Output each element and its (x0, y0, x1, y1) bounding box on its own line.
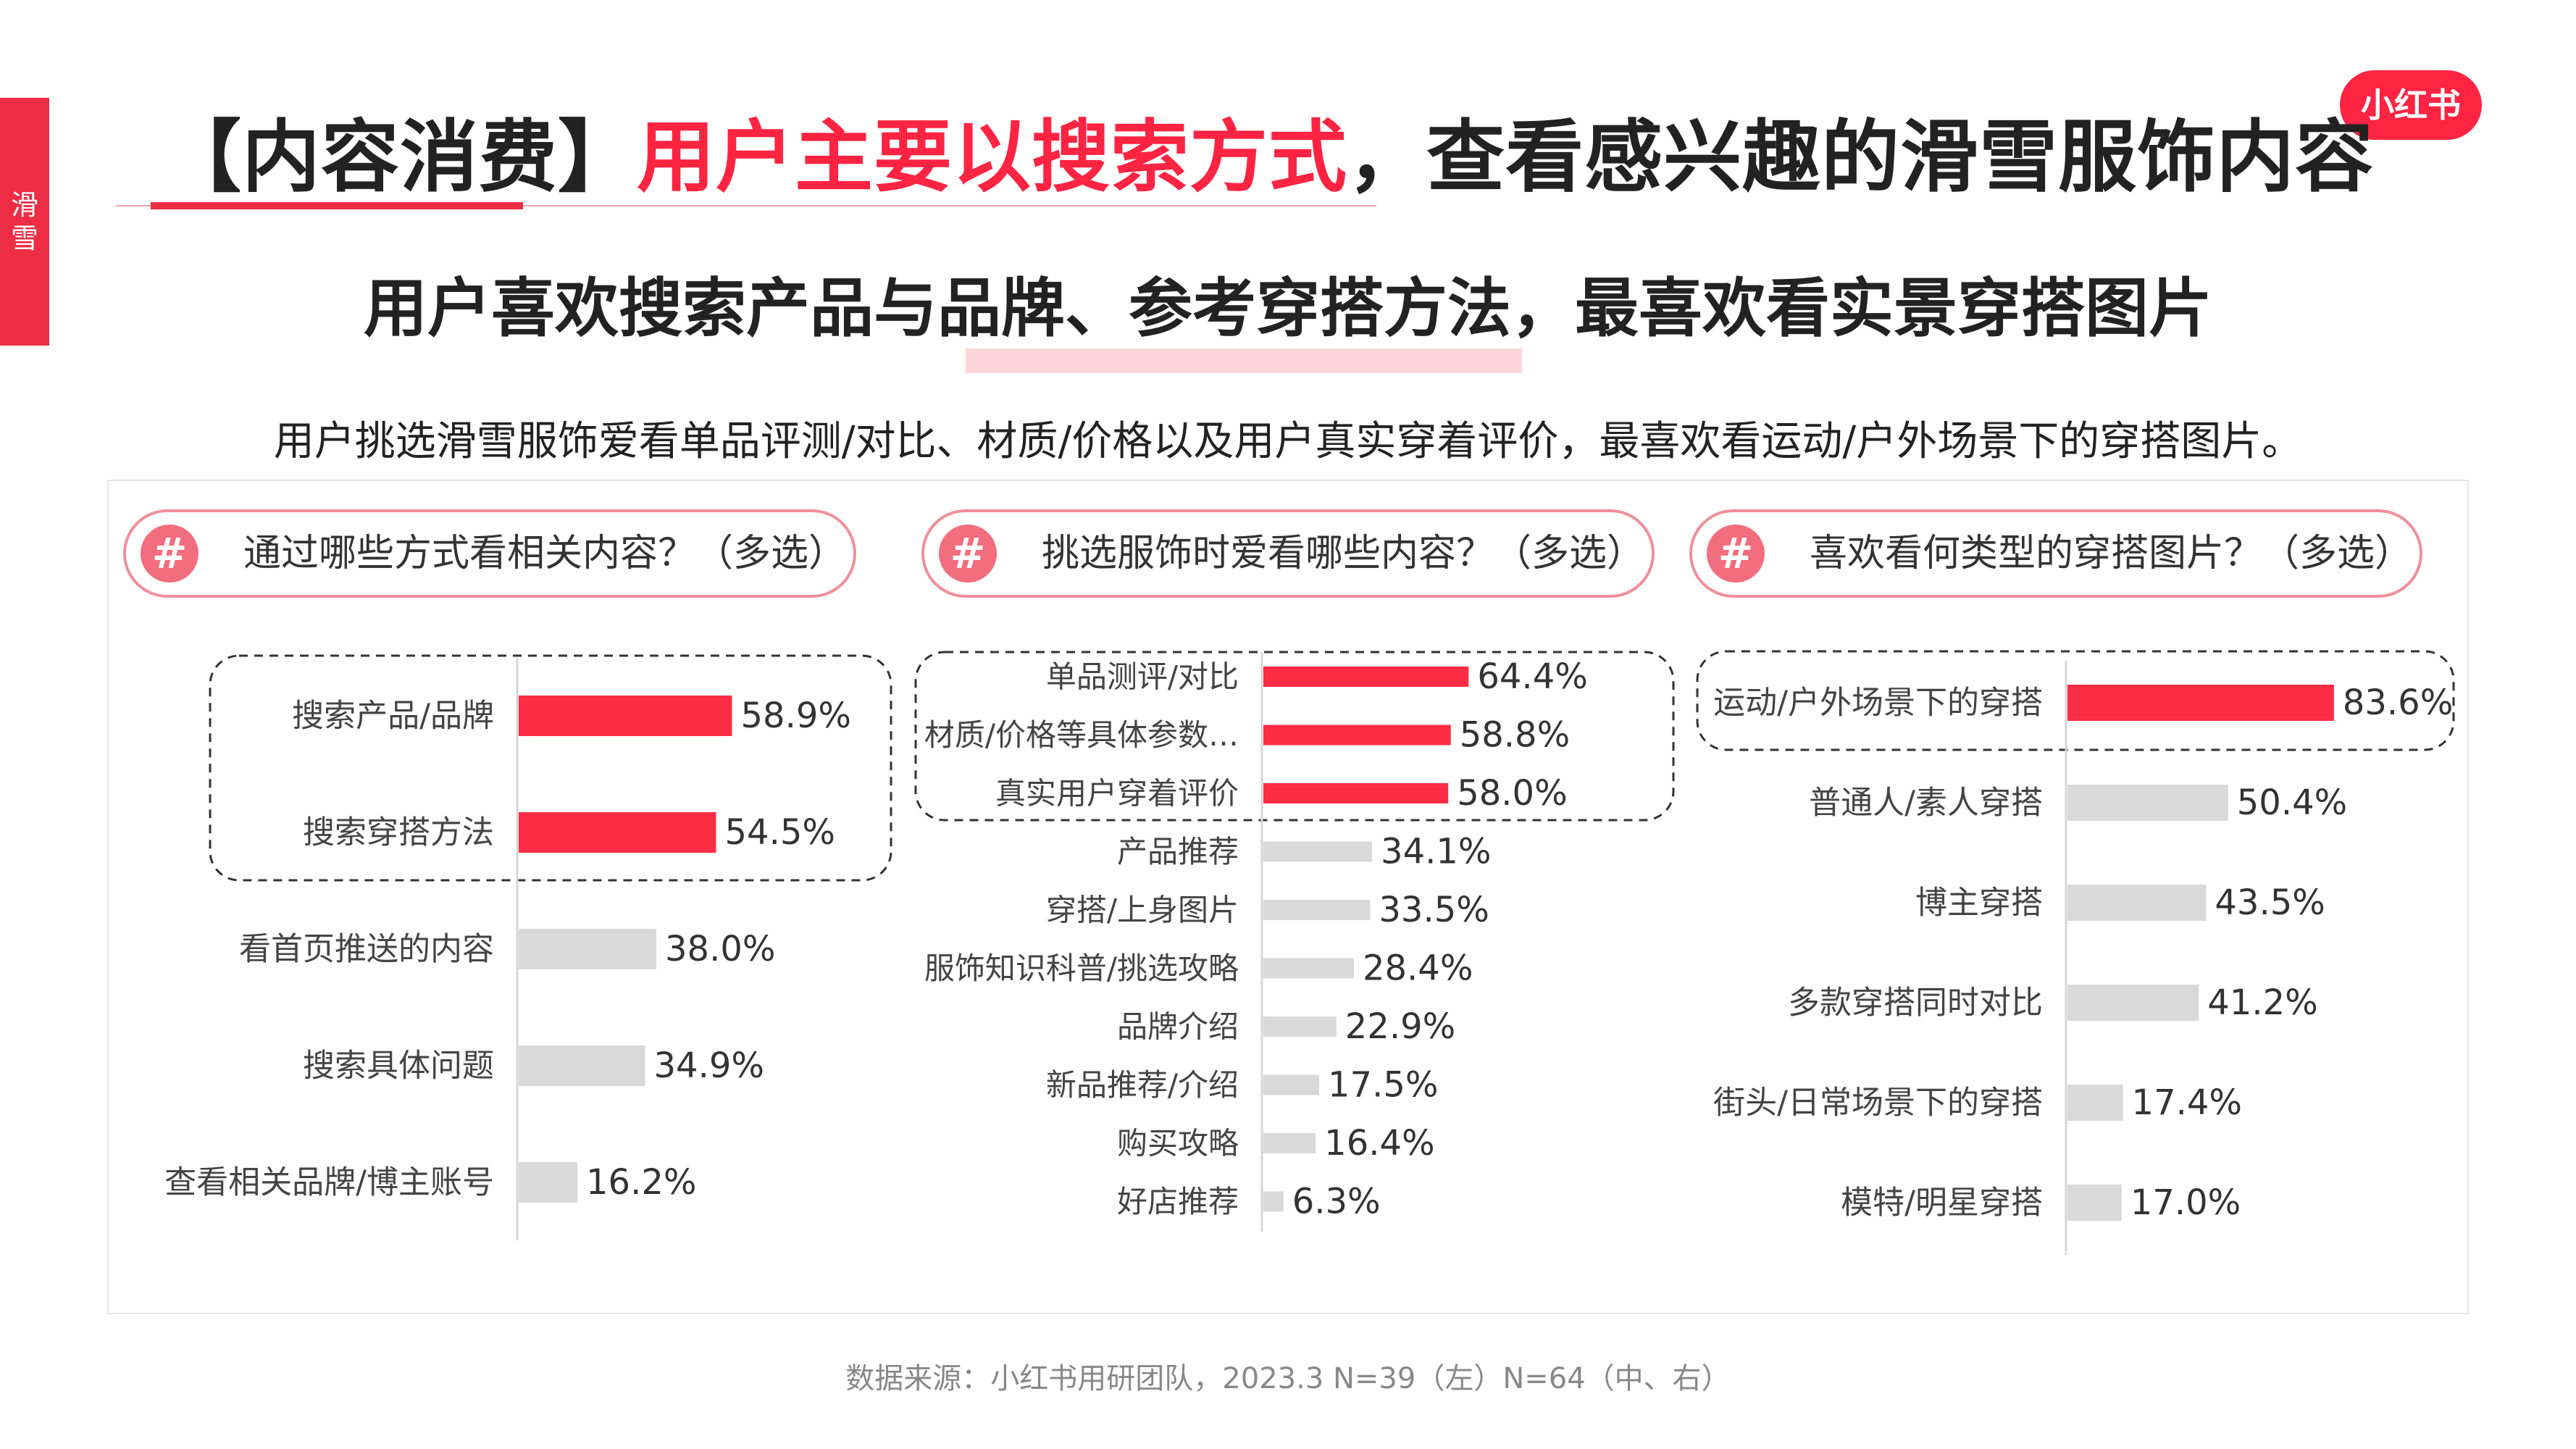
bar (1263, 958, 1354, 979)
bar (2067, 785, 2228, 821)
value-label: 33.5% (1379, 890, 1489, 930)
category-label: 新品推荐/介绍 (1046, 1067, 1239, 1103)
chart-right: 运动/户外场景下的穿搭 83.6% 普通人/素人穿搭 50.4% 博主穿搭 43.5% 多款… (1696, 650, 2455, 1255)
category-label: 好店推荐 (1117, 1184, 1239, 1219)
category-label: 街头/日常场景下的穿搭 (1713, 1085, 2043, 1122)
category-label: 品牌介绍 (1117, 1009, 1239, 1045)
category-label: 多款穿搭同时对比 (1788, 985, 2043, 1022)
category-label: 产品推荐 (1117, 834, 1239, 869)
chart-left: 搜索产品/品牌 58.9% 搜索穿搭方法 54.5% 看首页推送的内容 38.0% 搜索具体… (164, 654, 892, 1240)
value-label: 34.1% (1381, 832, 1491, 872)
chart-left-question: # 通过哪些方式看相关内容？（多选） (123, 509, 856, 598)
value-label: 58.9% (741, 696, 851, 736)
category-label: 查看相关品牌/博主账号 (164, 1164, 494, 1201)
hashtag-icon: # (1707, 525, 1765, 582)
bar (1263, 783, 1449, 803)
page-description: 用户挑选滑雪服饰爱看单品评测/对比、材质/价格以及用户真实穿着评价，最喜欢看运动… (273, 418, 2303, 465)
hashtag-icon: # (141, 525, 198, 582)
bar (2067, 1185, 2122, 1221)
highlight-box (209, 654, 892, 882)
title-divider-accent (151, 202, 523, 209)
value-label: 6.3% (1292, 1182, 1381, 1222)
value-label: 50.4% (2237, 782, 2347, 823)
category-label: 搜索具体问题 (303, 1048, 494, 1085)
chart-right-question: # 喜欢看何类型的穿搭图片？（多选） (1689, 509, 2422, 598)
category-label: 材质/价格等具体参数… (924, 717, 1239, 753)
bar (519, 929, 656, 969)
title-topic: 内容消费 (242, 112, 559, 203)
category-label: 运动/户外场景下的穿搭 (1713, 685, 2043, 722)
value-label: 64.4% (1477, 656, 1587, 697)
chart-middle: 单品测评/对比 64.4% 材质/价格等具体参数… 58.8% 真实用户穿着评价 58.0… (914, 651, 1675, 1232)
bar (2067, 985, 2199, 1021)
category-label: 服饰知识科普/挑选攻略 (924, 951, 1239, 986)
bar (1263, 841, 1373, 862)
hashtag-icon: # (939, 525, 997, 582)
bar (1263, 1133, 1316, 1153)
bar (519, 696, 732, 736)
value-label: 41.2% (2207, 982, 2317, 1023)
bar (519, 1162, 577, 1203)
xiaohongshu-logo: 小红书 (2340, 70, 2482, 140)
value-label: 83.6% (2343, 682, 2453, 723)
bar (2067, 885, 2207, 921)
value-label: 38.0% (665, 929, 775, 969)
value-label: 17.5% (1328, 1065, 1438, 1106)
category-label: 搜索产品/品牌 (292, 698, 494, 735)
category-label: 看首页推送的内容 (239, 931, 494, 968)
bar (1263, 1074, 1319, 1095)
title-highlight: 用户主要以搜索方式 (637, 112, 1348, 203)
bar (1263, 1191, 1284, 1212)
value-label: 16.2% (586, 1162, 696, 1203)
highlight-box (1696, 650, 2455, 751)
bar (2067, 1085, 2123, 1121)
bar (2067, 685, 2334, 721)
title-bracket-right: 】 (558, 112, 637, 203)
category-label: 购买攻略 (1117, 1126, 1239, 1161)
page-title: 【内容消费】用户主要以搜索方式，查看感兴趣的滑雪服饰内容 (163, 94, 2374, 207)
value-label: 43.5% (2215, 882, 2325, 923)
category-label: 搜索穿搭方法 (303, 814, 494, 851)
chart-left-question-text: 通过哪些方式看相关内容？（多选） (243, 532, 847, 575)
bar (1263, 1016, 1337, 1037)
value-label: 17.4% (2132, 1082, 2242, 1123)
data-source-note: 数据来源：小红书用研团队，2023.3 N=39（左）N=64（中、右） (845, 1362, 1731, 1395)
side-tab-label: 滑雪 (10, 189, 38, 254)
value-label: 22.9% (1345, 1006, 1455, 1047)
bar (1263, 900, 1371, 920)
category-side-tab: 滑雪 (0, 98, 49, 346)
subtitle-highlight-underline (966, 348, 1522, 373)
value-label: 16.4% (1324, 1123, 1434, 1164)
title-divider (116, 205, 1376, 206)
value-label: 58.8% (1460, 715, 1570, 756)
page-subtitle: 用户喜欢搜索产品与品牌、参考穿搭方法，最喜欢看实景穿搭图片 (363, 271, 2212, 346)
category-label: 单品测评/对比 (1046, 659, 1239, 695)
category-label: 普通人/素人穿搭 (1809, 785, 2043, 822)
bar (1263, 724, 1451, 746)
chart-middle-question-text: 挑选服饰时爱看哪些内容？（多选） (1042, 532, 1645, 575)
value-label: 34.9% (654, 1045, 764, 1086)
category-label: 模特/明星穿搭 (1841, 1185, 2043, 1222)
bar (519, 812, 716, 853)
charts-panel (107, 480, 2469, 1314)
title-rest: ，查看感兴趣的滑雪服饰内容 (1347, 112, 2375, 203)
chart-right-question-text: 喜欢看何类型的穿搭图片？（多选） (1810, 532, 2413, 575)
chart-middle-question: # 挑选服饰时爱看哪些内容？（多选） (921, 509, 1655, 598)
category-label: 博主穿搭 (1915, 885, 2043, 922)
highlight-box (914, 651, 1675, 822)
value-label: 58.0% (1457, 773, 1567, 814)
category-label: 真实用户穿着评价 (995, 776, 1239, 811)
category-label: 穿搭/上身图片 (1046, 893, 1239, 928)
title-bracket-left: 【 (163, 112, 243, 203)
bar (519, 1045, 645, 1086)
value-label: 28.4% (1363, 948, 1473, 989)
value-label: 17.0% (2130, 1182, 2241, 1223)
bar (1263, 667, 1469, 687)
value-label: 54.5% (725, 812, 835, 853)
